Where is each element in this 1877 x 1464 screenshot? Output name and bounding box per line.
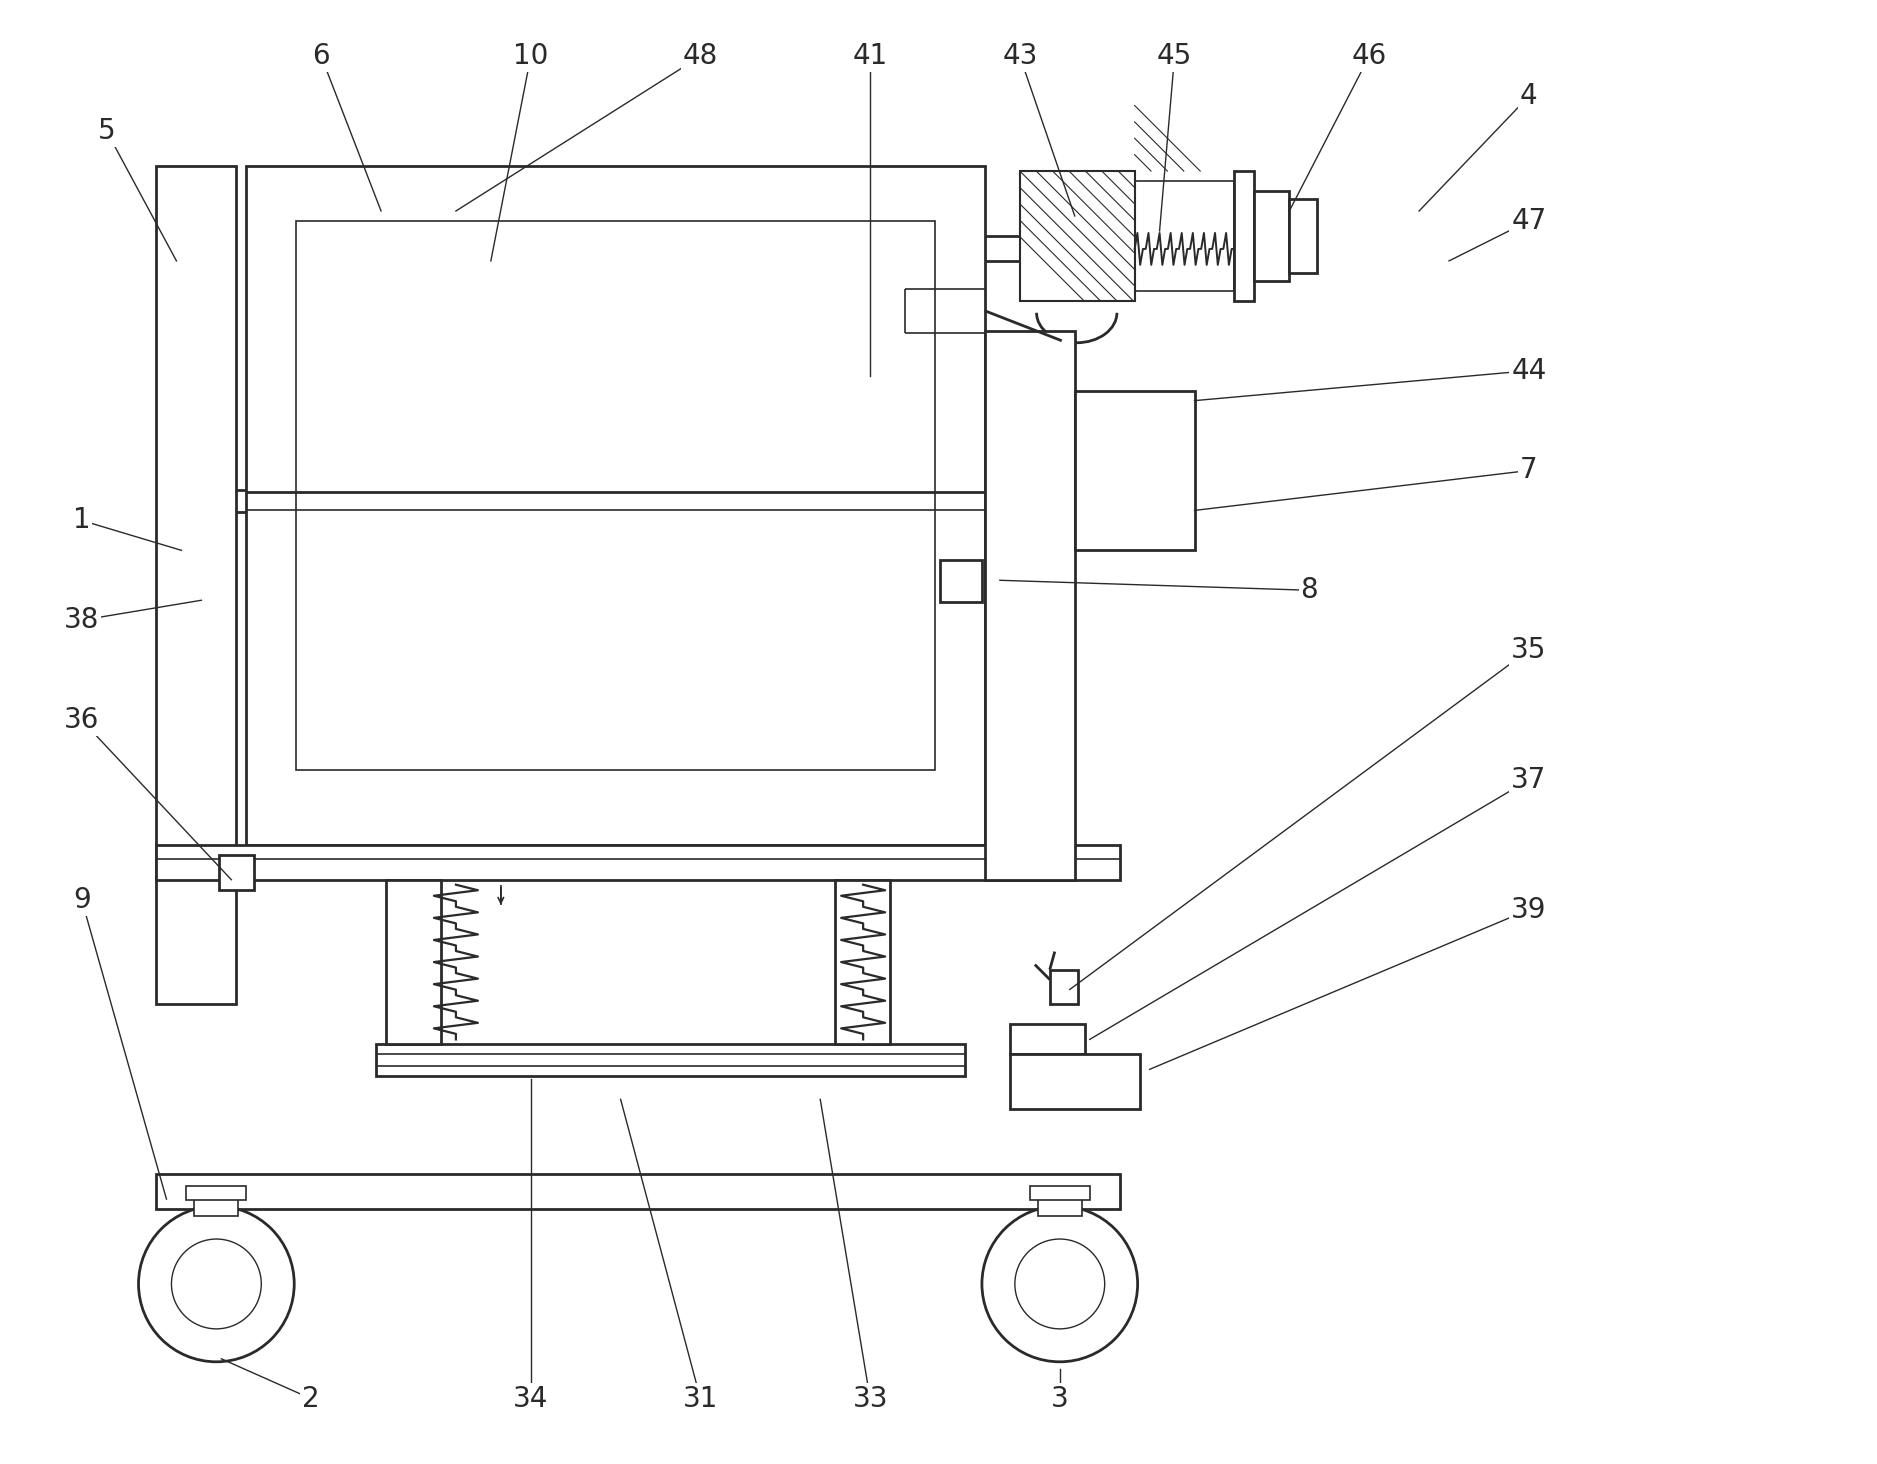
Text: 43: 43: [1002, 42, 1038, 70]
Text: 37: 37: [1511, 766, 1547, 793]
Bar: [375, 1044, 965, 1076]
Text: 7: 7: [1520, 457, 1537, 485]
Bar: [156, 165, 237, 1004]
Bar: [186, 1186, 246, 1200]
Text: 46: 46: [1351, 42, 1387, 70]
Bar: [156, 1174, 1121, 1209]
Text: 4: 4: [1520, 82, 1537, 110]
Text: 3: 3: [1051, 1385, 1068, 1413]
Bar: [985, 331, 1076, 880]
Bar: [220, 855, 253, 890]
Bar: [1019, 171, 1134, 300]
Text: 10: 10: [512, 42, 548, 70]
Text: 35: 35: [1511, 637, 1547, 665]
Bar: [246, 165, 985, 845]
Text: 6: 6: [312, 42, 330, 70]
Text: 45: 45: [1156, 42, 1192, 70]
Bar: [940, 561, 982, 602]
Text: 39: 39: [1511, 896, 1547, 924]
Bar: [835, 880, 890, 1044]
Bar: [1038, 1198, 1081, 1217]
Bar: [1235, 171, 1254, 300]
Text: 48: 48: [683, 42, 719, 70]
Text: 1: 1: [73, 507, 90, 534]
Bar: [1076, 391, 1194, 550]
Text: 9: 9: [73, 886, 90, 914]
Bar: [1010, 1054, 1139, 1110]
Text: 41: 41: [852, 42, 888, 70]
Bar: [156, 845, 1121, 880]
Bar: [1030, 1186, 1091, 1200]
Text: 36: 36: [64, 706, 99, 733]
Bar: [297, 221, 935, 770]
Text: 2: 2: [302, 1385, 319, 1413]
Bar: [1254, 190, 1289, 281]
Bar: [1010, 1025, 1085, 1054]
Text: 47: 47: [1511, 206, 1547, 234]
Bar: [195, 1198, 238, 1217]
Text: 33: 33: [852, 1385, 888, 1413]
Bar: [1289, 199, 1318, 272]
Text: 38: 38: [64, 606, 99, 634]
Bar: [1049, 969, 1077, 1004]
Bar: [1134, 182, 1235, 291]
Bar: [387, 880, 441, 1044]
Text: 5: 5: [98, 117, 114, 145]
Text: 44: 44: [1511, 357, 1547, 385]
Text: 31: 31: [683, 1385, 719, 1413]
Text: 34: 34: [512, 1385, 548, 1413]
Text: 8: 8: [1301, 577, 1318, 605]
